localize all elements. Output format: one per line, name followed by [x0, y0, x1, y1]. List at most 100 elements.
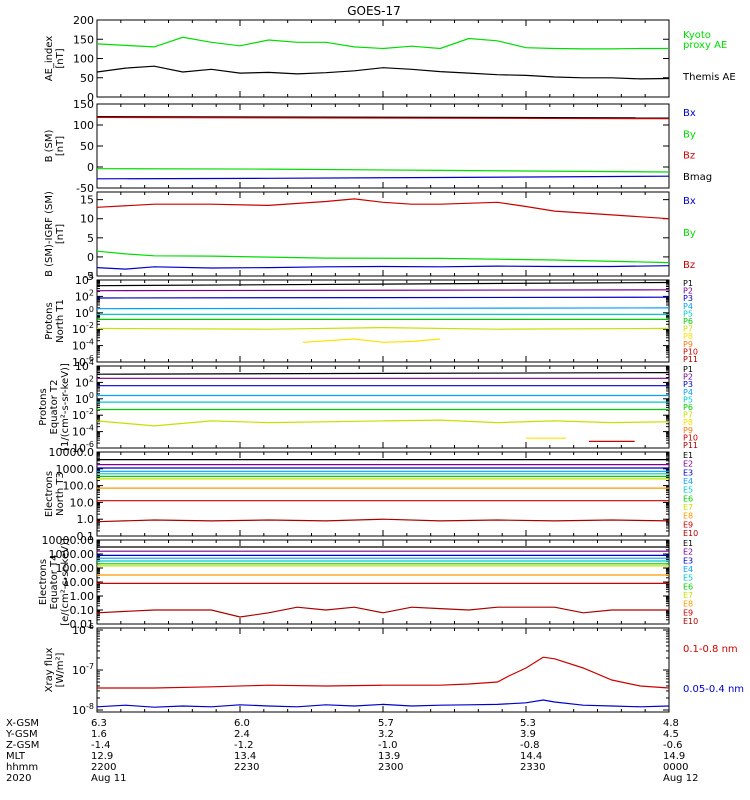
- series-p1: [97, 281, 669, 287]
- series-p1: [97, 372, 669, 375]
- legend-e10: E10: [683, 529, 698, 538]
- y-tick-label: 15: [80, 194, 94, 207]
- legend-p1: P1: [683, 365, 693, 374]
- legend-e7: E7: [683, 591, 693, 600]
- panel-frame: [96, 627, 670, 713]
- legend-e1: E1: [683, 539, 693, 548]
- legend-p8: P8: [683, 418, 693, 427]
- footer-row-label: Z-GSM: [6, 740, 39, 751]
- footer-row-label: X-GSM: [6, 718, 39, 729]
- series-bz: [97, 116, 669, 120]
- series-by: [97, 168, 669, 173]
- footer-value: 4.5: [663, 729, 679, 740]
- footer-value: 1.6: [91, 729, 107, 740]
- y-tick-label: 150: [73, 98, 94, 111]
- legend-e5: E5: [683, 574, 693, 583]
- y-axis-label: North T1: [55, 299, 66, 343]
- legend-e2: E2: [683, 460, 693, 469]
- footer-row-label: 2020: [6, 773, 31, 784]
- legend-p6: P6: [683, 317, 693, 326]
- footer-value: -1.0: [378, 740, 398, 751]
- y-tick-label: 1.00: [70, 590, 95, 603]
- footer-row-label: Y-GSM: [5, 729, 38, 740]
- y-tick-label: 10000.00: [42, 534, 95, 547]
- series-by: [97, 250, 669, 264]
- footer-value: 2200: [91, 762, 116, 773]
- series-p3: [97, 296, 669, 299]
- legend-p11: P11: [683, 441, 698, 450]
- y-tick-label: 0.10: [70, 604, 95, 617]
- legend-p7: P7: [683, 325, 693, 334]
- series-p7: [97, 326, 669, 330]
- legend-p1: P1: [683, 279, 693, 288]
- legend-e10: E10: [683, 617, 698, 626]
- series-kyoto-proxy-ae: [97, 36, 669, 50]
- legend-e1: E1: [683, 451, 693, 460]
- legend-p3: P3: [683, 294, 693, 303]
- y-axis-label: Electrons: [38, 559, 49, 605]
- footer-value: Aug 11: [91, 773, 126, 784]
- series-e10: [97, 606, 669, 618]
- y-tick-label: 102: [75, 288, 94, 303]
- footer-value: Aug 12: [663, 773, 698, 784]
- ephemeris-footer: X-GSM 6.3 6.0 5.7 5.3 4.8 Y-GSM 1.6 2.4 3.2 3.9 4.5…: [5, 718, 698, 784]
- legend-p11: P11: [683, 355, 698, 364]
- legend-e6: E6: [683, 582, 693, 591]
- footer-value: 13.4: [234, 751, 256, 762]
- y-axis-label: Electrons: [44, 471, 55, 517]
- y-tick-label: 104: [75, 272, 94, 287]
- footer-value: 4.8: [663, 718, 679, 729]
- legend-p5: P5: [683, 395, 693, 404]
- y-tick-label: 200: [73, 14, 94, 27]
- footer-value: -0.6: [663, 740, 683, 751]
- series-bx: [97, 175, 669, 180]
- footer-value: 3.9: [520, 729, 536, 740]
- y-tick-label: 100: [75, 391, 94, 406]
- legend-e7: E7: [683, 503, 693, 512]
- legend-bz: Bz: [683, 151, 695, 162]
- legend-by: By: [683, 129, 696, 140]
- y-tick-label: -5: [83, 270, 94, 283]
- y-tick-label: 10-6: [72, 622, 94, 637]
- series-bx: [97, 265, 669, 270]
- footer-value: 2330: [520, 762, 545, 773]
- legend-p5: P5: [683, 309, 693, 318]
- legend-p8: P8: [683, 332, 693, 341]
- series-p8: [302, 338, 441, 343]
- y-axis-label: [nT]: [55, 224, 66, 244]
- footer-value: 5.3: [520, 718, 536, 729]
- legend-e5: E5: [683, 486, 693, 495]
- legend-themis-ae: Themis AE: [682, 72, 736, 83]
- legend-e4: E4: [683, 477, 693, 486]
- y-tick-label: 0.1: [77, 530, 95, 543]
- legend-bmag: Bmag: [683, 172, 712, 183]
- panel-2: 150 100 50 0 -50 B (SM) [nT] Bx By Bz Bmag: [44, 98, 712, 195]
- plot-title: GOES-17: [347, 4, 401, 18]
- y-axis-label: [nT]: [55, 136, 66, 156]
- legend-p9: P9: [683, 426, 693, 435]
- y-tick-label: 10.00: [63, 576, 95, 589]
- y-tick-label: 10-4: [72, 424, 94, 439]
- legend-e3: E3: [683, 556, 693, 565]
- y-tick-label: 100: [73, 53, 94, 66]
- panel-8: 10-6 10-7 10-8 Xray flux [W/m²] 0.1-0.8 nm 0.0…: [44, 622, 744, 717]
- legend-e9: E9: [683, 520, 693, 529]
- y-tick-label: 100.00: [56, 562, 95, 575]
- legend-e6: E6: [683, 494, 693, 503]
- y-tick-label: 50: [80, 72, 94, 85]
- footer-value: 3.2: [378, 729, 394, 740]
- y-tick-label: 0.01: [70, 618, 95, 631]
- y-tick-label: 1000.0: [56, 463, 95, 476]
- legend-p2: P2: [683, 287, 693, 296]
- y-axis-label: [nT]: [55, 48, 66, 68]
- footer-value: 2300: [378, 762, 403, 773]
- legend-p10: P10: [683, 433, 698, 442]
- panel-3: 15 10 5 0 -5 B (SM)-IGRF (SM) [nT] Bx By Bz: [44, 191, 696, 283]
- y-axis-label: Protons: [44, 302, 55, 339]
- legend-p3: P3: [683, 380, 693, 389]
- footer-value: -0.8: [520, 740, 540, 751]
